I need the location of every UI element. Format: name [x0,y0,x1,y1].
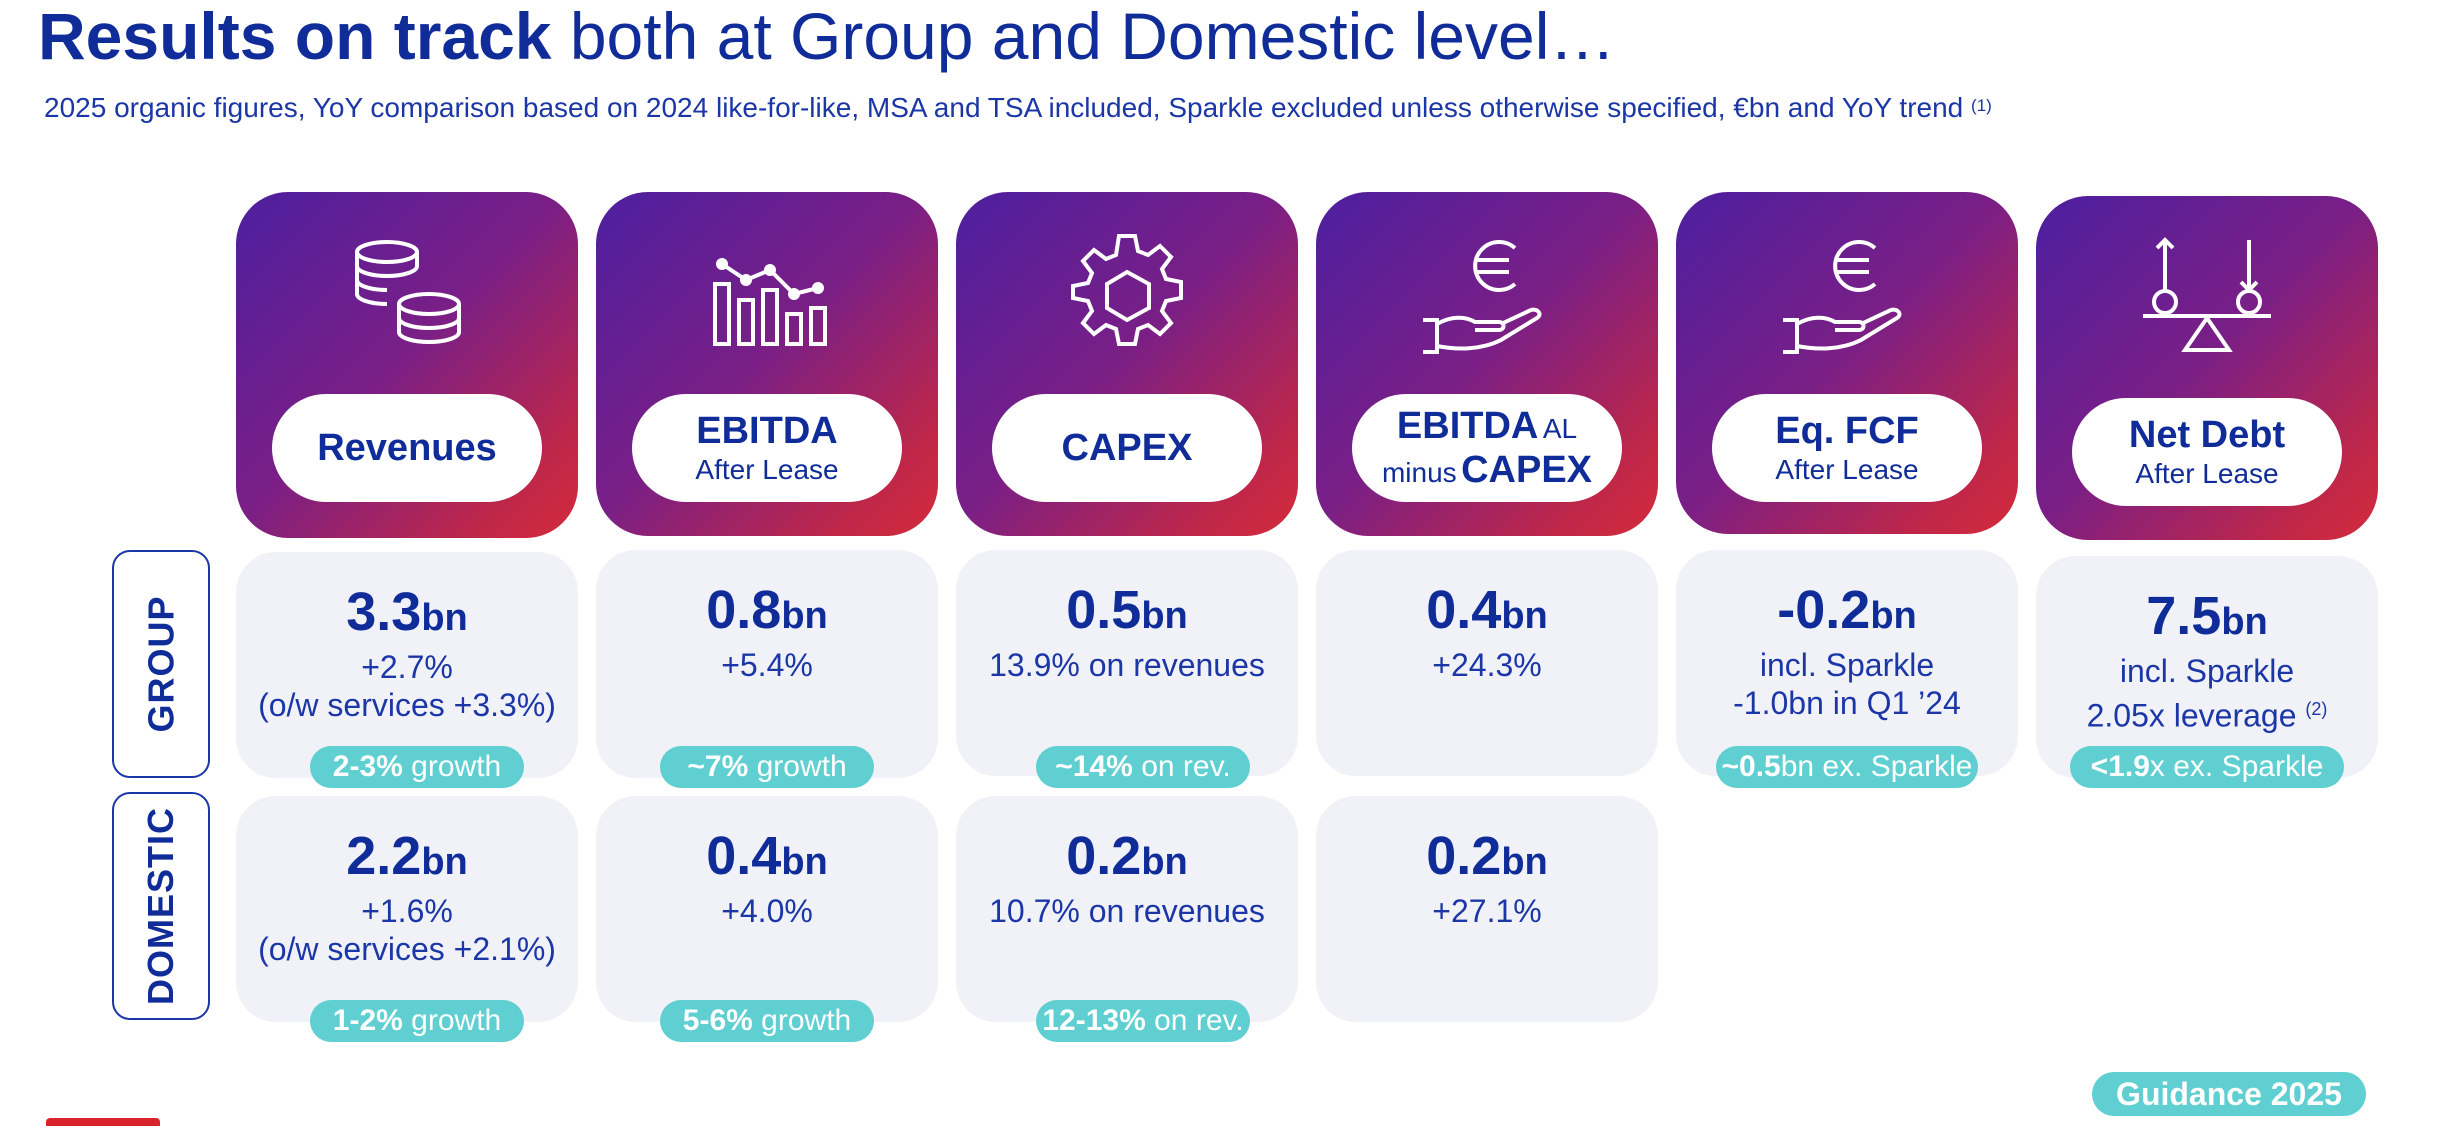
coins-icon [236,228,578,358]
card-capex: CAPEX [956,192,1298,536]
bar-chart-icon [596,228,938,358]
guidance-badge: 2-3% growth [310,746,524,788]
group-ebitda-tile: 0.8bn +5.4% [596,550,938,778]
domestic-ebitda-al-minus-capex-tile: 0.2bn +27.1% [1316,796,1658,1022]
group-eq-fcf-tile: -0.2bn incl. Sparkle -1.0bn in Q1 ’24 [1676,550,2018,776]
euro-hand-icon [1676,228,2018,358]
red-accent-bar [46,1118,160,1126]
group-capex-tile: 0.5bn 13.9% on revenues [956,550,1298,776]
card-label: Eq. FCF After Lease [1712,394,1982,502]
group-net-debt-tile: 7.5bn incl. Sparkle 2.05x leverage (2) [2036,556,2378,778]
group-ebitda-al-minus-capex-tile: 0.4bn +24.3% [1316,550,1658,776]
row-label-group: GROUP [112,550,210,778]
guidance-badge: ~0.5bn ex. Sparkle [1716,746,1978,788]
footnote-marker: (2) [2305,699,2328,719]
page-subtitle: 2025 organic figures, YoY comparison bas… [44,92,1992,123]
guidance-badge: ~7% growth [660,746,874,788]
card-label: Revenues [272,394,542,502]
card-eq-fcf: Eq. FCF After Lease [1676,192,2018,534]
guidance-badge: ~14% on rev. [1036,746,1250,788]
balance-scale-icon [2036,232,2378,362]
card-label: EBITDA AL minus CAPEX [1352,394,1622,502]
guidance-badge: <1.9x ex. Sparkle [2070,746,2344,788]
domestic-capex-tile: 0.2bn 10.7% on revenues [956,796,1298,1022]
guidance-badge: 5-6% growth [660,1000,874,1042]
domestic-ebitda-tile: 0.4bn +4.0% [596,796,938,1022]
card-label: CAPEX [992,394,1262,502]
page-title: Results on track both at Group and Domes… [38,0,1616,73]
group-revenues-tile: 3.3bn +2.7% (o/w services +3.3%) [236,552,578,778]
card-net-debt: Net Debt After Lease [2036,196,2378,540]
card-ebitda-al-minus-capex: EBITDA AL minus CAPEX [1316,192,1658,536]
euro-hand-icon [1316,228,1658,358]
gear-icon [956,228,1298,358]
card-ebitda: EBITDA After Lease [596,192,938,536]
guidance-legend: Guidance 2025 [2092,1072,2366,1116]
card-label: Net Debt After Lease [2072,398,2342,506]
card-revenues: Revenues [236,192,578,538]
footnote-marker: (1) [1971,96,1992,115]
row-label-domestic: DOMESTIC [112,792,210,1020]
guidance-badge: 1-2% growth [310,1000,524,1042]
guidance-badge: 12-13% on rev. [1036,1000,1250,1042]
card-label: EBITDA After Lease [632,394,902,502]
domestic-revenues-tile: 2.2bn +1.6% (o/w services +2.1%) [236,796,578,1022]
